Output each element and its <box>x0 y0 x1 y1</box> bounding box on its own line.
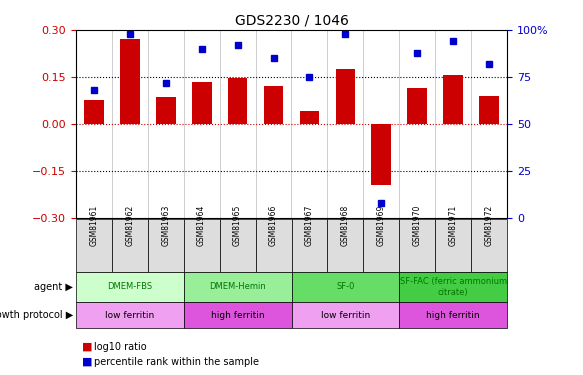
Text: GSM81969: GSM81969 <box>377 204 386 246</box>
Text: GSM81963: GSM81963 <box>161 204 170 246</box>
Text: DMEM-FBS: DMEM-FBS <box>107 282 152 291</box>
Text: low ferritin: low ferritin <box>105 310 154 320</box>
Text: low ferritin: low ferritin <box>321 310 370 320</box>
Bar <box>300 111 319 124</box>
Text: ■: ■ <box>82 342 92 352</box>
Text: GSM81965: GSM81965 <box>233 204 242 246</box>
Text: GSM81962: GSM81962 <box>125 204 134 246</box>
Text: GSM81970: GSM81970 <box>413 204 422 246</box>
Text: ■: ■ <box>82 357 92 367</box>
Bar <box>479 96 499 124</box>
Bar <box>228 78 247 124</box>
Bar <box>264 86 283 124</box>
Text: GSM81967: GSM81967 <box>305 204 314 246</box>
Text: GSM81961: GSM81961 <box>89 204 99 246</box>
Bar <box>84 100 104 124</box>
Text: GSM81966: GSM81966 <box>269 204 278 246</box>
Text: high ferritin: high ferritin <box>427 310 480 320</box>
Text: GSM81964: GSM81964 <box>197 204 206 246</box>
Title: GDS2230 / 1046: GDS2230 / 1046 <box>234 13 349 27</box>
Text: percentile rank within the sample: percentile rank within the sample <box>94 357 259 367</box>
Text: SF-0: SF-0 <box>336 282 354 291</box>
Text: growth protocol ▶: growth protocol ▶ <box>0 310 73 320</box>
Bar <box>408 88 427 124</box>
Text: agent ▶: agent ▶ <box>34 282 73 292</box>
Bar <box>156 97 175 124</box>
Text: DMEM-Hemin: DMEM-Hemin <box>209 282 266 291</box>
Text: high ferritin: high ferritin <box>211 310 264 320</box>
Text: GSM81972: GSM81972 <box>484 204 494 246</box>
Text: SF-FAC (ferric ammonium
citrate): SF-FAC (ferric ammonium citrate) <box>400 277 507 297</box>
Text: log10 ratio: log10 ratio <box>94 342 147 352</box>
Bar <box>336 69 355 124</box>
Text: GSM81971: GSM81971 <box>449 204 458 246</box>
Text: GSM81968: GSM81968 <box>341 204 350 246</box>
Bar <box>444 75 463 124</box>
Bar <box>120 39 139 124</box>
Bar <box>371 124 391 185</box>
Bar <box>192 82 212 124</box>
